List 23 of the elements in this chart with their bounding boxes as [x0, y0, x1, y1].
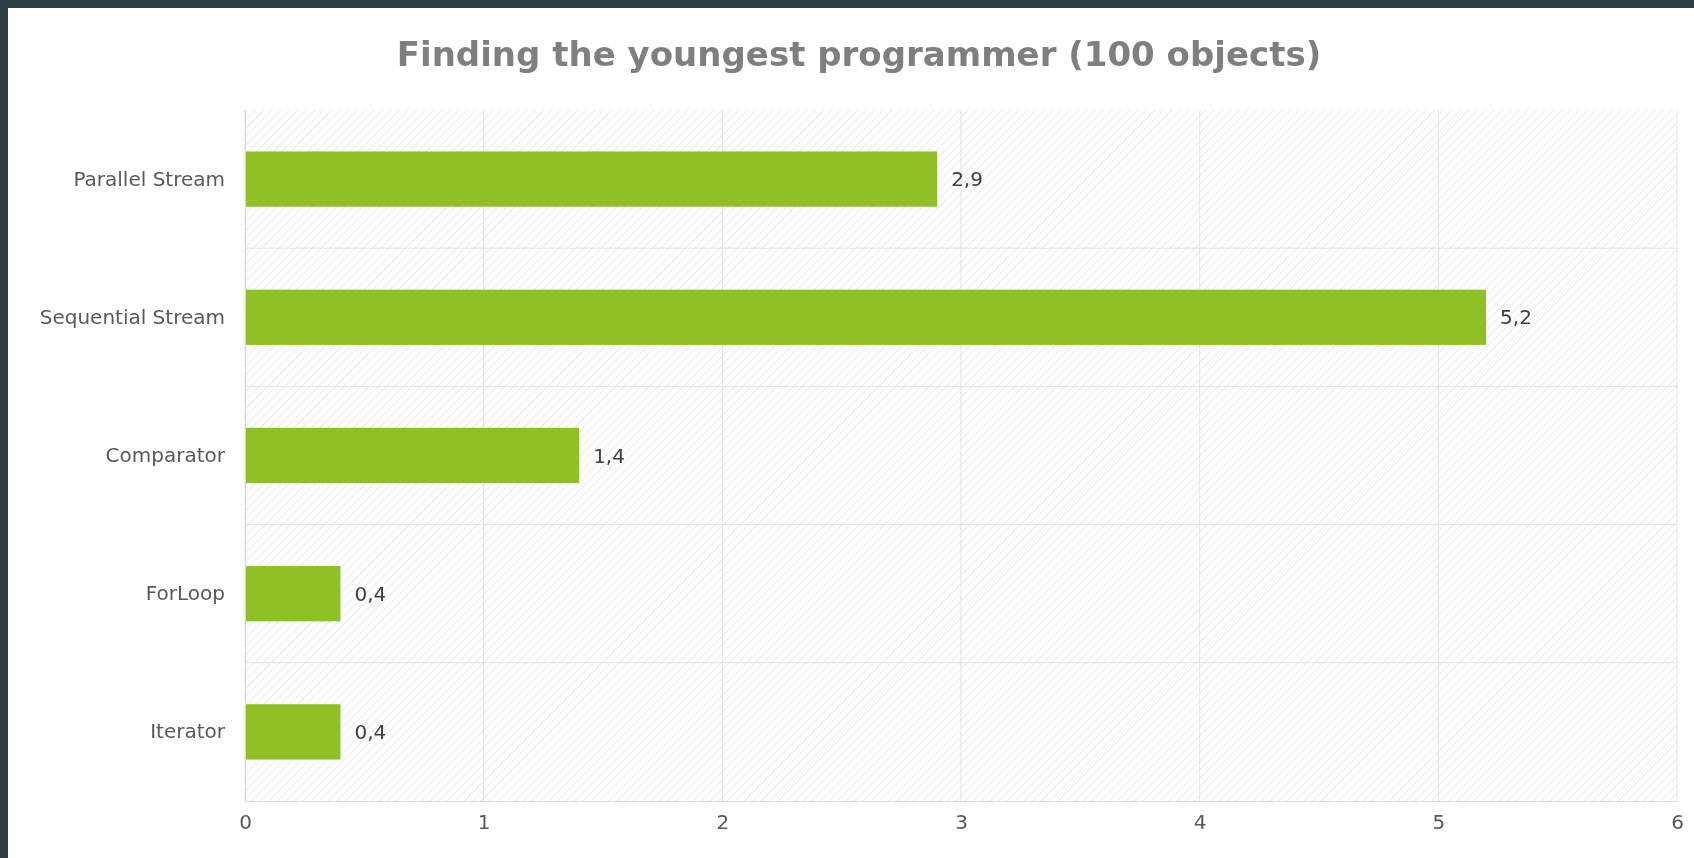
data-label: 0,4 — [354, 719, 387, 744]
x-tick-label: 5 — [1432, 810, 1446, 835]
data-label: 2,9 — [951, 167, 983, 192]
x-tick-label: 1 — [477, 810, 491, 835]
bar — [245, 151, 938, 207]
x-tick-label: 3 — [955, 810, 968, 835]
x-tick-label: 4 — [1193, 810, 1207, 835]
bar — [245, 289, 1487, 345]
x-tick-label: 2 — [716, 810, 730, 835]
chart-title: Finding the youngest programmer (100 objects) — [396, 34, 1322, 74]
bar — [245, 427, 580, 484]
y-tick-label: ForLoop — [145, 581, 225, 606]
bar — [245, 566, 341, 622]
y-tick-label: Parallel Stream — [73, 166, 225, 191]
data-label: 1,4 — [593, 443, 625, 468]
y-tick-label: Comparator — [105, 442, 226, 467]
x-tick-label: 0 — [239, 810, 252, 835]
y-tick-label: Sequential Stream — [39, 304, 225, 329]
bar — [245, 704, 341, 760]
data-label: 0,4 — [354, 581, 387, 606]
data-label: 5,2 — [1500, 305, 1532, 330]
y-tick-label: Iterator — [150, 719, 226, 744]
x-tick-label: 6 — [1671, 810, 1684, 835]
